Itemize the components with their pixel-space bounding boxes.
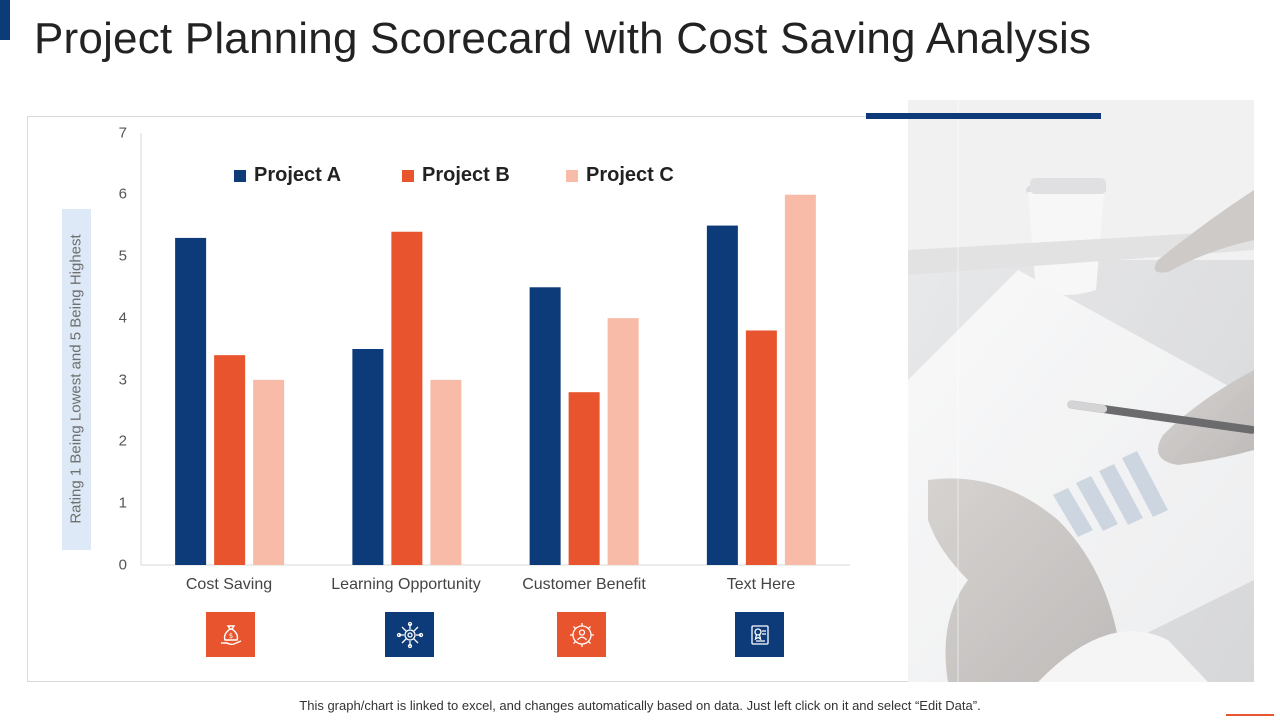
bar-project-b-learning-opportunity[interactable] <box>391 231 423 565</box>
business-photo <box>908 100 1254 682</box>
legend-item-project-b[interactable]: Project B <box>402 164 510 187</box>
corner-accent-line <box>1226 714 1274 716</box>
bar-project-b-customer-benefit[interactable] <box>568 392 600 565</box>
legend-swatch <box>402 169 414 182</box>
bar-project-a-text-here[interactable] <box>706 225 738 566</box>
x-category-label: Cost Saving <box>185 576 273 593</box>
corner-accent-bar <box>0 0 10 40</box>
y-axis-label-background <box>62 209 91 550</box>
legend-label: Project C <box>586 164 674 186</box>
legend-item-project-a[interactable]: Project A <box>234 164 341 187</box>
y-tick-label: 0 <box>118 556 127 574</box>
legend-label: Project B <box>422 164 510 186</box>
money-bag-hand-icon: $ <box>206 612 255 657</box>
y-tick-label: 3 <box>118 371 127 389</box>
y-tick-label: 4 <box>118 309 127 327</box>
certificate-icon <box>735 612 784 657</box>
x-category-label: Learning Opportunity <box>331 576 481 593</box>
y-tick-label: 7 <box>118 124 127 142</box>
bar-project-a-learning-opportunity[interactable] <box>352 349 384 565</box>
bar-project-b-text-here[interactable] <box>745 330 777 565</box>
page-title: Project Planning Scorecard with Cost Sav… <box>34 14 1092 63</box>
bar-project-c-cost-saving[interactable] <box>253 379 285 565</box>
y-tick-label: 1 <box>118 494 127 512</box>
y-tick-label: 2 <box>118 432 127 450</box>
x-category-label: Text Here <box>726 576 796 593</box>
network-gear-icon <box>385 612 434 657</box>
legend-label: Project A <box>254 164 342 186</box>
svg-text:$: $ <box>228 632 232 640</box>
y-axis-label: Rating 1 Being Lowest and 5 Being Highes… <box>67 234 85 524</box>
bar-project-a-cost-saving[interactable] <box>175 237 207 565</box>
bar-project-a-customer-benefit[interactable] <box>529 287 561 565</box>
y-tick-label: 5 <box>118 247 127 265</box>
bar-project-c-text-here[interactable] <box>784 194 816 565</box>
legend-swatch <box>234 169 246 182</box>
photo-accent-bar <box>866 113 1101 119</box>
bar-project-c-customer-benefit[interactable] <box>607 318 639 565</box>
footnote: This graph/chart is linked to excel, and… <box>299 698 981 713</box>
x-category-label: Customer Benefit <box>522 576 646 593</box>
legend-item-project-c[interactable]: Project C <box>566 164 674 187</box>
legend-swatch <box>566 169 578 182</box>
bar-project-b-cost-saving[interactable] <box>214 355 246 565</box>
bar-project-c-learning-opportunity[interactable] <box>430 379 462 565</box>
photo-illustration <box>908 100 1254 682</box>
gear-person-icon <box>557 612 606 657</box>
y-tick-label: 6 <box>118 185 127 203</box>
